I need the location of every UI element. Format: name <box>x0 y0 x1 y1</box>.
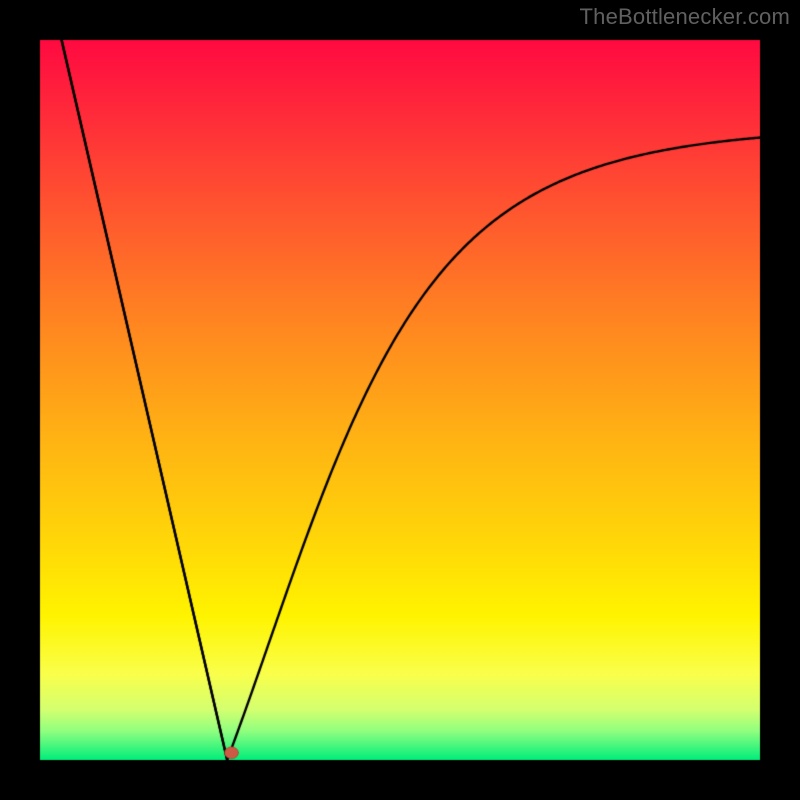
chart-root: TheBottlenecker.com <box>0 0 800 800</box>
chart-canvas <box>0 0 800 800</box>
